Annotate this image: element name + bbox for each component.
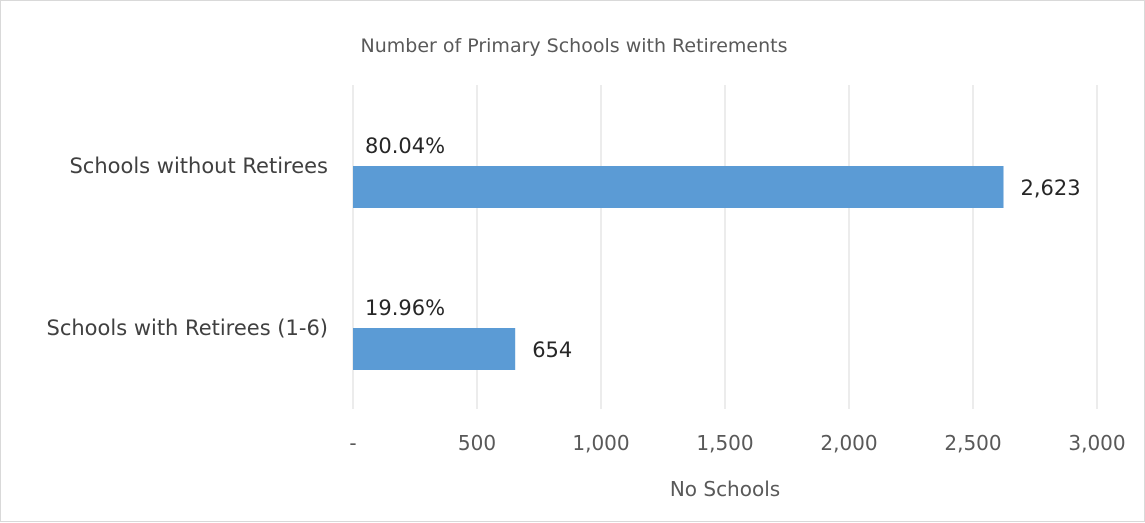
bar (353, 328, 516, 370)
x-tick-label: 2,500 (944, 431, 1001, 455)
data-label: 654 (532, 338, 572, 362)
category-label: Schools with Retirees (1-6) (46, 316, 328, 340)
category-label: Schools without Retirees (69, 154, 328, 178)
x-tick-label: 1,000 (572, 431, 629, 455)
x-axis-title: No Schools (670, 477, 780, 501)
x-tick-label: 500 (458, 431, 496, 455)
percent-label: 19.96% (365, 296, 445, 320)
data-label: 2,623 (1021, 176, 1081, 200)
percent-label: 80.04% (365, 134, 445, 158)
x-tick-label: 1,500 (696, 431, 753, 455)
x-tick-label: 2,000 (820, 431, 877, 455)
labels: - 500 1,000 1,500 2,000 2,500 3,000 Schools wit… (46, 134, 1125, 455)
chart-title: Number of Primary Schools with Retiremen… (361, 35, 788, 57)
x-tick-label: - (349, 431, 356, 455)
bar (353, 166, 1004, 208)
gridlines (352, 85, 1098, 409)
x-tick-label: 3,000 (1068, 431, 1125, 455)
bars (353, 166, 1004, 370)
